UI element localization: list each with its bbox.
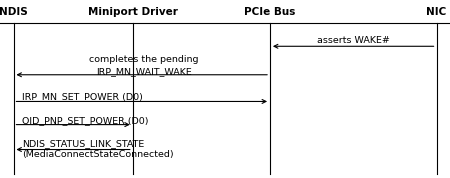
Text: IRP_MN_WAIT_WAKE: IRP_MN_WAIT_WAKE — [96, 67, 192, 76]
Text: Miniport Driver: Miniport Driver — [88, 7, 178, 17]
Text: asserts WAKE#: asserts WAKE# — [317, 36, 390, 45]
Text: IRP_MN_SET_POWER (D0): IRP_MN_SET_POWER (D0) — [22, 93, 144, 102]
Text: PCIe Bus: PCIe Bus — [244, 7, 296, 17]
Text: NDIS: NDIS — [0, 7, 28, 17]
Text: OID_PNP_SET_POWER (D0): OID_PNP_SET_POWER (D0) — [22, 116, 149, 125]
Text: NIC: NIC — [427, 7, 446, 17]
Text: completes the pending: completes the pending — [89, 55, 199, 64]
Text: (MediaConnectStateConnected): (MediaConnectStateConnected) — [22, 150, 174, 159]
Text: NDIS_STATUS_LINK_STATE: NDIS_STATUS_LINK_STATE — [22, 139, 145, 148]
